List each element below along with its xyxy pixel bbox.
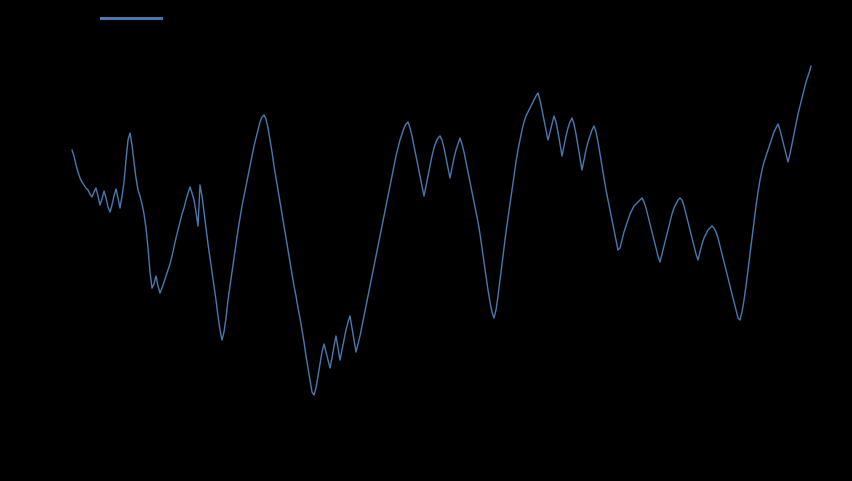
legend-color-swatch [100, 17, 163, 20]
data-series-line [71, 65, 812, 396]
legend [100, 17, 169, 20]
